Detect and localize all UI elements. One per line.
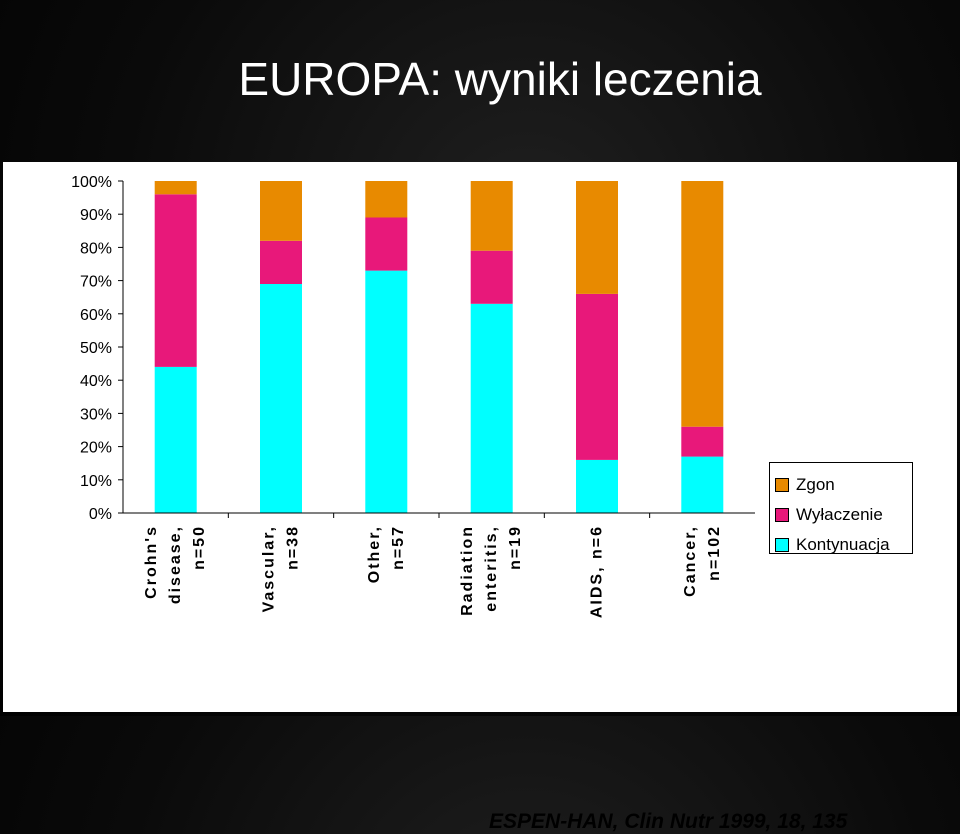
y-tick-label: 50% [80,340,112,357]
x-category-label: AIDS, n=6 [588,525,605,618]
bar-zgon-radiation-enteritis-n-19 [470,181,513,251]
bar-kontynuacja-vascular-n-38 [260,283,302,513]
bar-wy-aczenie-cancer-n-102 [681,426,724,457]
legend-label-kontynuacja: Kontynuacja [796,535,890,554]
x-category-label: Cancer, [682,525,699,597]
legend-item-wylaczenie: Wyłaczenie [770,500,912,530]
x-category-label: disease, [167,525,184,604]
x-category-label: n=19 [507,525,524,570]
bar-wy-aczenie-aids-n-6 [576,293,618,460]
bar-zgon-other-n-57 [365,181,408,218]
bar-zgon-crohn-s-disease-n-50 [154,181,197,195]
x-category-label: Radiation [459,525,476,616]
y-tick-label: 80% [80,240,112,257]
legend-label-zgon: Zgon [796,475,835,494]
x-category-label: enteritis, [483,525,500,612]
bar-zgon-vascular-n-38 [260,181,302,241]
chart-legend: Zgon Wyłaczenie Kontynuacja [769,462,913,554]
bar-wy-aczenie-crohn-s-disease-n-50 [154,194,197,367]
x-category-label: Other, [366,525,383,583]
legend-item-zgon: Zgon [770,470,912,500]
legend-swatch-zgon [775,478,789,492]
legend-label-wylaczenie: Wyłaczenie [796,505,883,524]
bar-wy-aczenie-other-n-57 [365,217,408,271]
y-tick-label: 10% [80,473,112,490]
y-tick-label: 40% [80,373,112,390]
legend-swatch-kontynuacja [775,538,789,552]
bar-kontynuacja-aids-n-6 [576,459,618,513]
y-tick-label: 30% [80,406,112,423]
citation: ESPEN-HAN, Clin Nutr 1999, 18, 135 [489,810,848,833]
chart-panel: 0% 10% 20% 30% 40% 50% 60% 70% 80% 90% 100% Crohn's… [3,162,957,833]
x-category-label: n=102 [706,525,723,581]
bar-zgon-cancer-n-102 [681,181,724,427]
bar-kontynuacja-cancer-n-102 [681,456,724,513]
bar-kontynuacja-radiation-enteritis-n-19 [470,303,513,513]
x-category-label: n=38 [284,525,301,570]
legend-item-kontynuacja: Kontynuacja [770,530,912,560]
y-tick-label: 0% [89,506,112,523]
bar-kontynuacja-crohn-s-disease-n-50 [154,366,197,513]
y-tick-label: 100% [71,174,112,191]
y-tick-label: 20% [80,440,112,457]
x-category-label: Crohn's [143,525,160,599]
bar-wy-aczenie-vascular-n-38 [260,240,302,284]
y-tick-label: 90% [80,207,112,224]
bar-wy-aczenie-radiation-enteritis-n-19 [470,250,513,304]
bar-kontynuacja-other-n-57 [365,270,408,513]
slide-title: EUROPA: wyniki leczenia [238,53,762,105]
y-tick-label: 70% [80,274,112,291]
y-tick-label: 60% [80,307,112,324]
x-category-label: Vascular, [260,525,277,612]
x-category-label: n=50 [191,525,208,570]
bar-zgon-aids-n-6 [576,181,618,294]
stacked-bar-chart: 0% 10% 20% 30% 40% 50% 60% 70% 80% 90% 100% Crohn's… [71,174,755,618]
legend-swatch-wylaczenie [775,508,789,522]
x-category-label: n=57 [390,525,407,570]
